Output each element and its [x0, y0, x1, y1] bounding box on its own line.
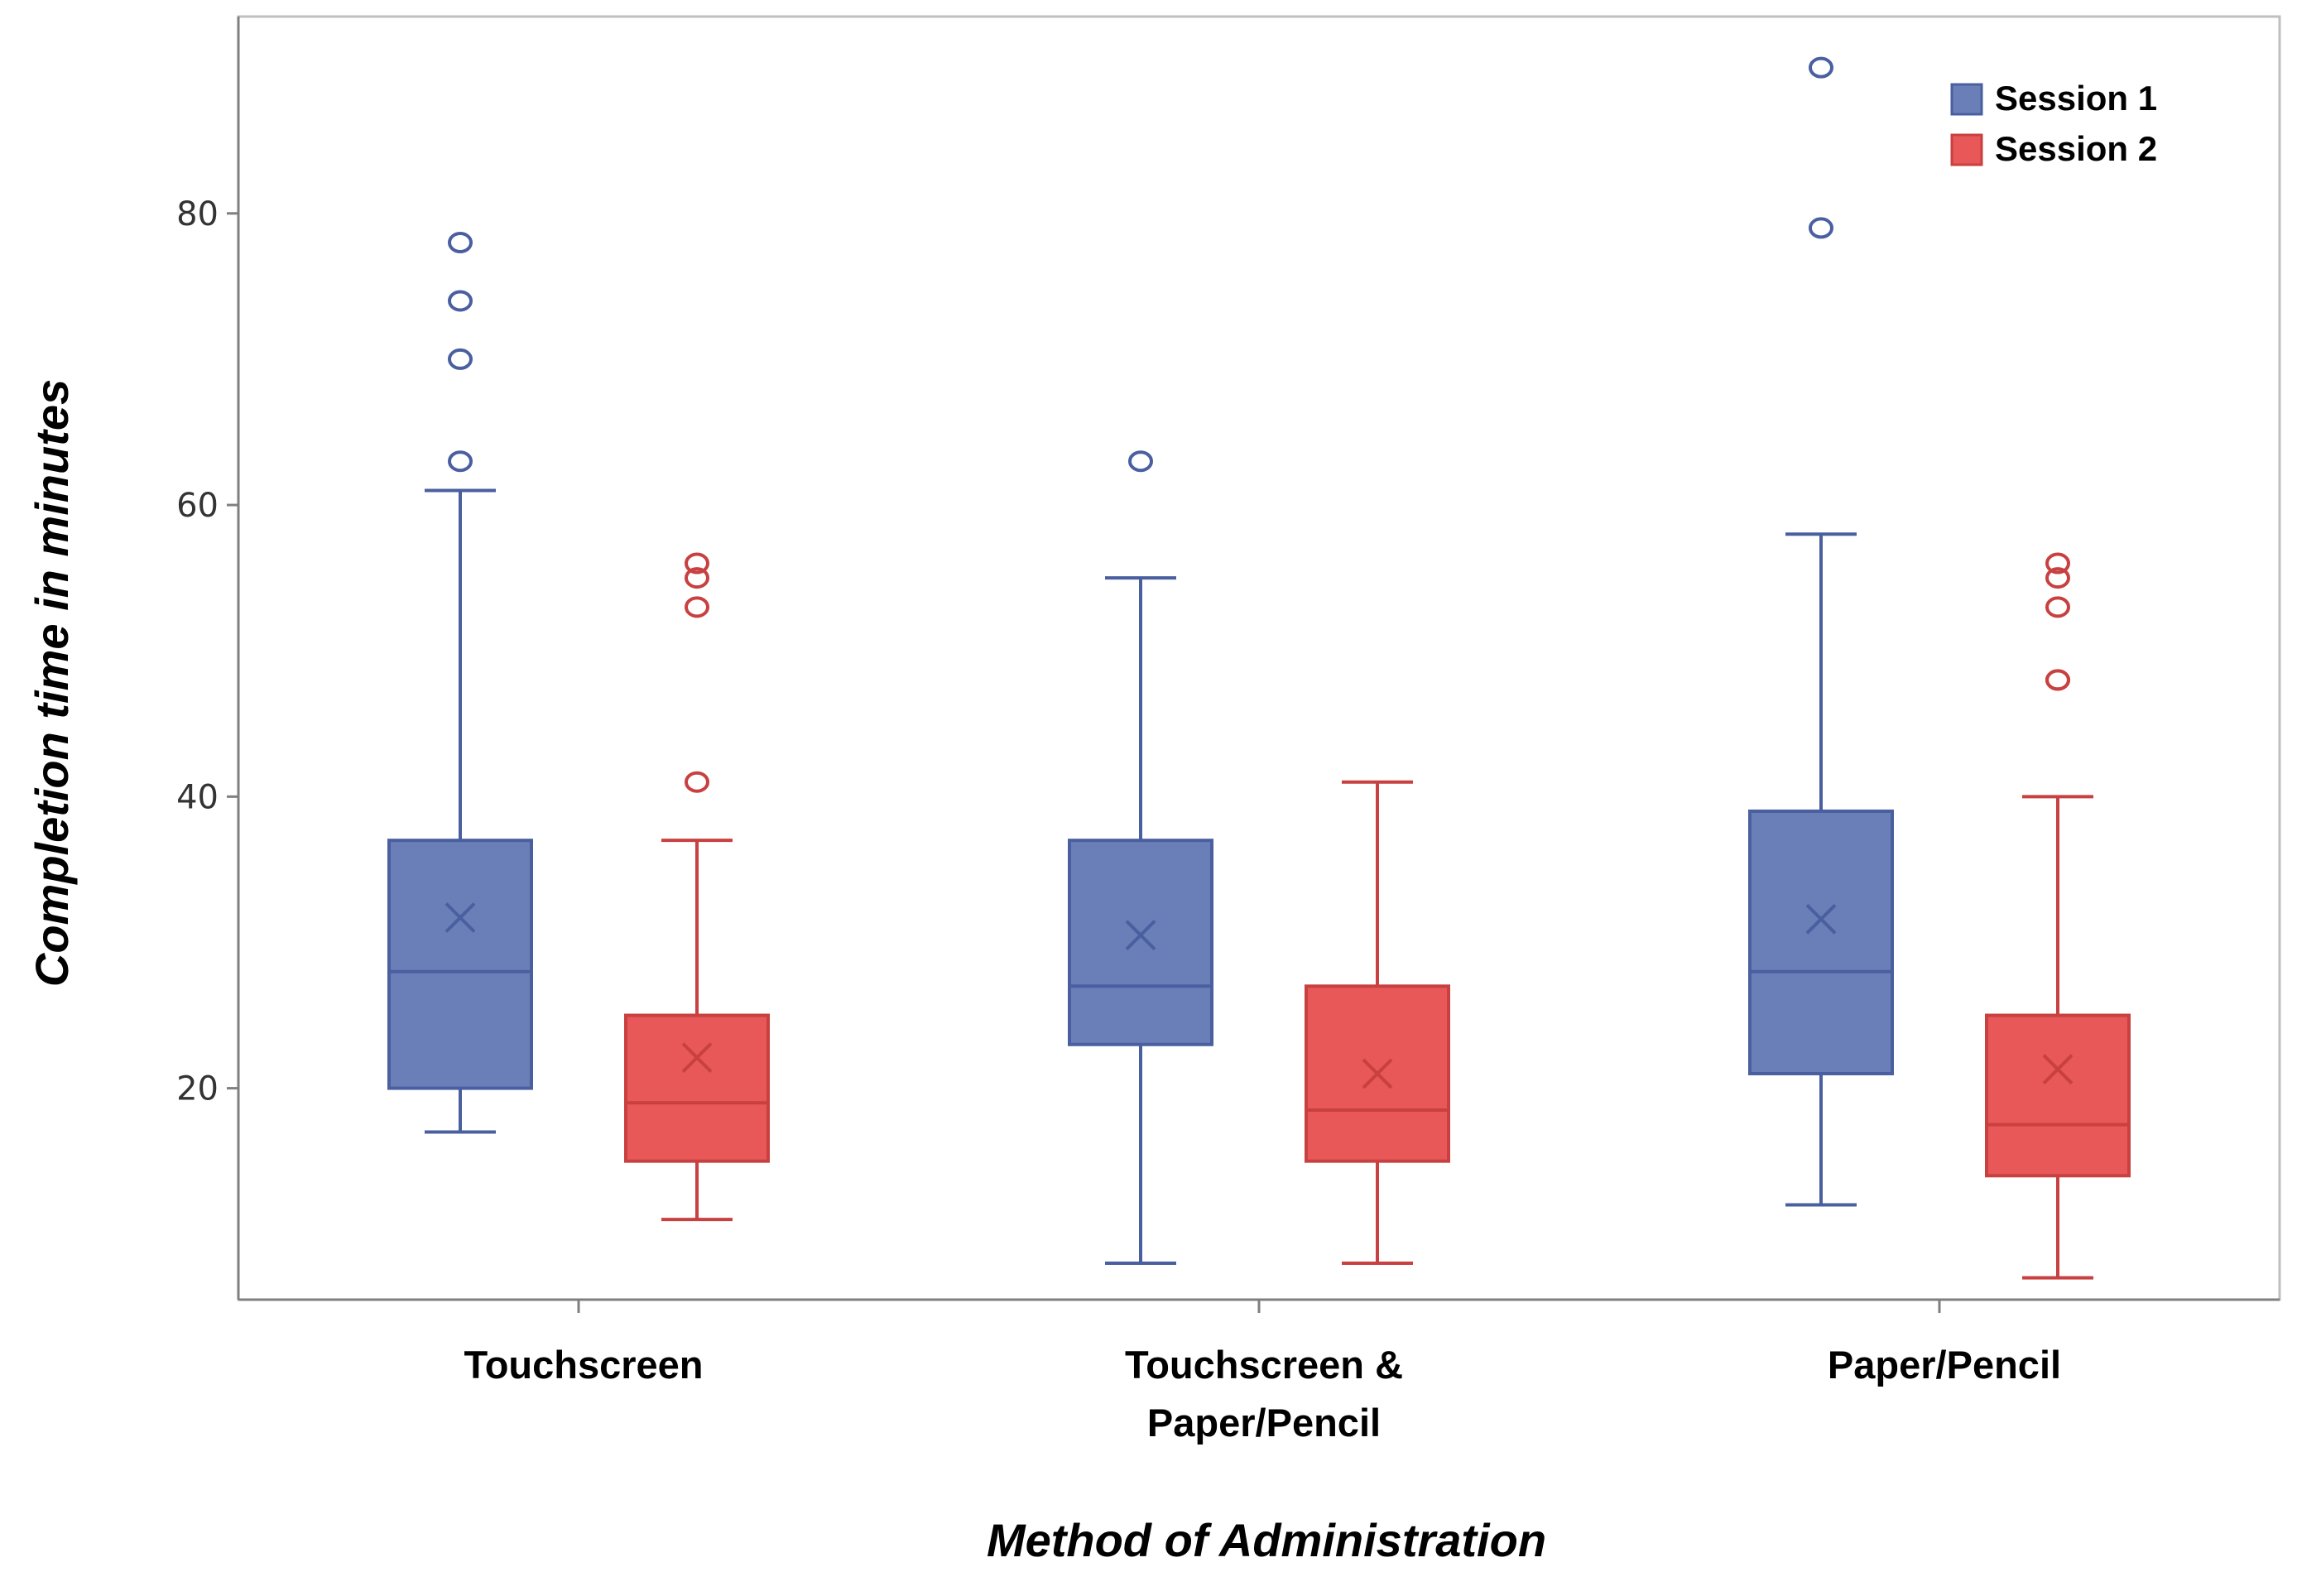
legend-label: Session 2 [1995, 129, 2157, 168]
y-tick-label: 60 [176, 487, 219, 525]
x-category-label: Paper/Pencil [1147, 1401, 1381, 1445]
outlier-point [1809, 217, 1833, 239]
boxes-layer [387, 56, 2131, 1280]
outlier-point [448, 232, 473, 254]
iqr-box [1748, 809, 1894, 1075]
iqr-box [387, 839, 533, 1090]
mean-marker [1362, 1058, 1393, 1089]
box-2-series-1 [1068, 450, 1213, 1265]
mean-marker [444, 902, 476, 933]
mean-marker [2042, 1054, 2074, 1085]
box-1-series-1 [387, 232, 533, 1134]
mean-marker [681, 1042, 713, 1074]
y-axis-ticks: 20 40 60 80 [176, 195, 238, 1108]
x-category-label: Touchscreen & [1125, 1343, 1403, 1387]
x-category-label: Touchscreen [464, 1343, 703, 1387]
y-tick-label: 80 [176, 195, 219, 233]
outlier-point [2045, 669, 2070, 691]
mean-marker [1125, 920, 1156, 951]
iqr-box [1068, 839, 1213, 1046]
y-tick-label: 40 [176, 778, 219, 816]
plot-frame [237, 15, 2281, 1301]
box-1-series-2 [624, 552, 770, 1222]
box-3-series-1 [1748, 56, 1894, 1207]
outlier-point [2045, 552, 2070, 574]
x-axis-title: Method of Administration [987, 1514, 1546, 1566]
box-3-series-2 [1985, 552, 2131, 1280]
outlier-point [685, 596, 709, 618]
outlier-point [448, 348, 473, 370]
outlier-point [1809, 56, 1833, 79]
iqr-box [624, 1013, 770, 1163]
mean-marker [1805, 903, 1837, 935]
outlier-point [2045, 567, 2070, 589]
y-axis-title: Completion time in minutes [26, 379, 78, 987]
outlier-point [685, 567, 709, 589]
outlier-point [448, 450, 473, 473]
box-2-series-2 [1305, 780, 1450, 1265]
legend-label: Session 1 [1995, 79, 2157, 118]
y-tick-label: 20 [176, 1070, 219, 1108]
outlier-point [685, 552, 709, 574]
outlier-point [2045, 596, 2070, 618]
outlier-point [685, 771, 709, 793]
iqr-box [1985, 1013, 2131, 1178]
outlier-point [448, 290, 473, 312]
outlier-point [1128, 450, 1153, 473]
legend-swatch [1950, 133, 1983, 166]
legend-swatch [1950, 83, 1983, 116]
legend: Session 1 Session 2 [1950, 79, 2157, 168]
x-axis-ticks: Touchscreen Touchscreen & Paper/Pencil Pape… [464, 1300, 2061, 1445]
x-category-label: Paper/Pencil [1828, 1343, 2061, 1387]
